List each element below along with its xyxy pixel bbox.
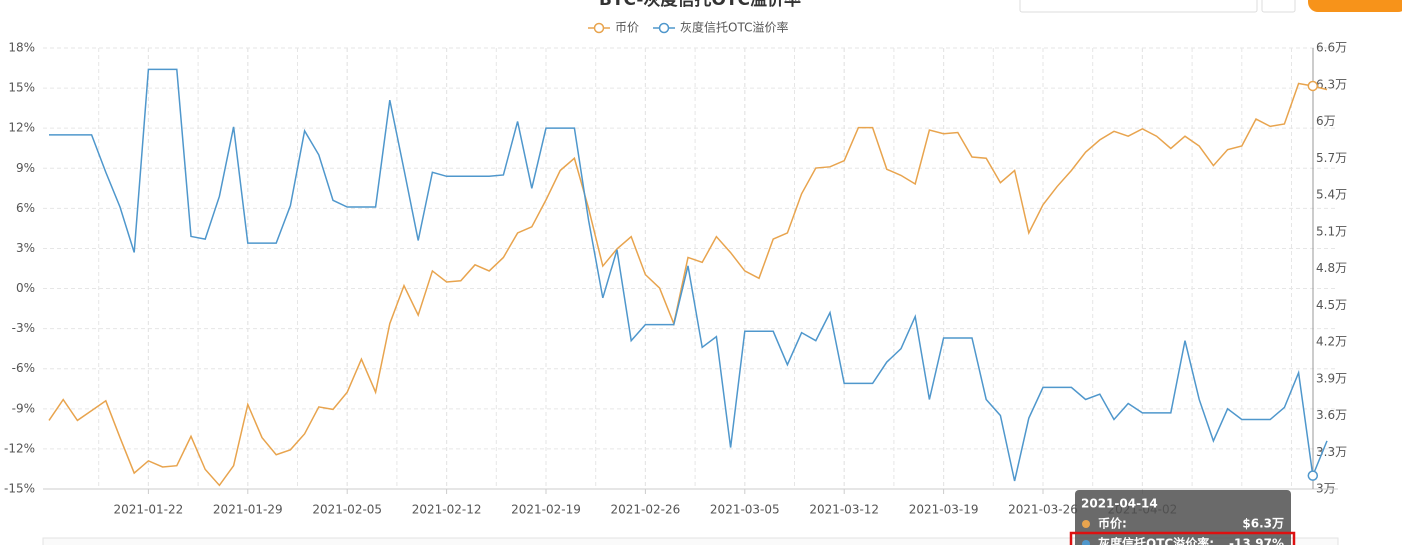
y-tick-label: 3%: [16, 241, 35, 255]
y-tick-label: 15%: [8, 81, 35, 95]
legend-marker: [593, 22, 605, 34]
x-tick-label: 2021-03-26: [1008, 503, 1078, 517]
y-tick-label: 12%: [8, 121, 35, 135]
series-line: [49, 68, 1328, 482]
y2-tick-label: 6万: [1316, 114, 1336, 128]
x-tick-label: 2021-02-12: [412, 503, 482, 517]
x-tick-label: 2021-02-19: [511, 503, 581, 517]
hover-point: [1307, 470, 1319, 481]
button[interactable]: [1308, 0, 1402, 12]
chart-title: BTC-灰度信托OTC溢价率: [599, 0, 801, 10]
legend-item[interactable]: 灰度信托OTC溢价率: [653, 20, 788, 35]
x-tick-label: 2021-02-26: [611, 503, 681, 517]
x-tick-label: 2021-02-05: [312, 503, 382, 517]
y-tick-label: 0%: [16, 281, 35, 295]
tooltip-date: 2021-04-14: [1081, 497, 1158, 511]
tooltip-dot: [1082, 540, 1090, 545]
y2-tick-label: 4.8万: [1316, 261, 1347, 275]
tooltip-value: $6.3万: [1242, 517, 1284, 531]
highlight-box: [1069, 531, 1296, 545]
x-tick-label: 2021-01-22: [114, 503, 184, 517]
hover-point: [1307, 80, 1319, 92]
y2-tick-label: 5.7万: [1316, 151, 1347, 165]
x-tick-label: 2021-03-12: [809, 503, 879, 517]
y-tick-label: 18%: [8, 41, 35, 55]
series-line: [48, 82, 1328, 487]
tooltip-dot: [1082, 520, 1090, 528]
y2-tick-label: 3.6万: [1316, 408, 1347, 422]
legend-label: 灰度信托OTC溢价率: [680, 20, 788, 35]
y-tick-label: -6%: [12, 361, 35, 375]
tooltip-label: 币价:: [1098, 517, 1127, 531]
button[interactable]: [1261, 0, 1296, 13]
y-tick-label: -12%: [4, 441, 35, 455]
x-tick-label: 2021-03-05: [710, 503, 780, 517]
y2-tick-label: 5.1万: [1316, 224, 1347, 238]
y2-tick-label: 4.2万: [1316, 335, 1347, 349]
panel-edge: [42, 537, 1339, 545]
y2-tick-label: 3.9万: [1316, 371, 1347, 385]
y-tick-label: -15%: [4, 482, 35, 496]
y-tick-label: -9%: [12, 401, 35, 415]
y2-tick-label: 6.6万: [1316, 41, 1347, 55]
y-tick-label: 6%: [16, 201, 35, 215]
y-tick-label: -3%: [12, 321, 35, 335]
x-tick-label: 2021-01-29: [213, 503, 283, 517]
y2-tick-label: 4.5万: [1316, 298, 1347, 312]
date-range-input[interactable]: [1019, 0, 1258, 13]
y2-tick-label: 6.3万: [1316, 77, 1347, 91]
y2-tick-label: 5.4万: [1316, 188, 1347, 202]
x-tick-label: 2021-03-19: [909, 503, 979, 517]
tooltip-value: -13.97%: [1229, 537, 1284, 545]
tooltip-label: 灰度信托OTC溢价率:: [1098, 536, 1214, 545]
y-tick-label: 9%: [16, 161, 35, 175]
legend-label: 币价: [615, 21, 639, 35]
tooltip-box: [1075, 490, 1291, 545]
legend-marker: [658, 22, 670, 34]
legend-item[interactable]: 币价: [588, 21, 639, 35]
